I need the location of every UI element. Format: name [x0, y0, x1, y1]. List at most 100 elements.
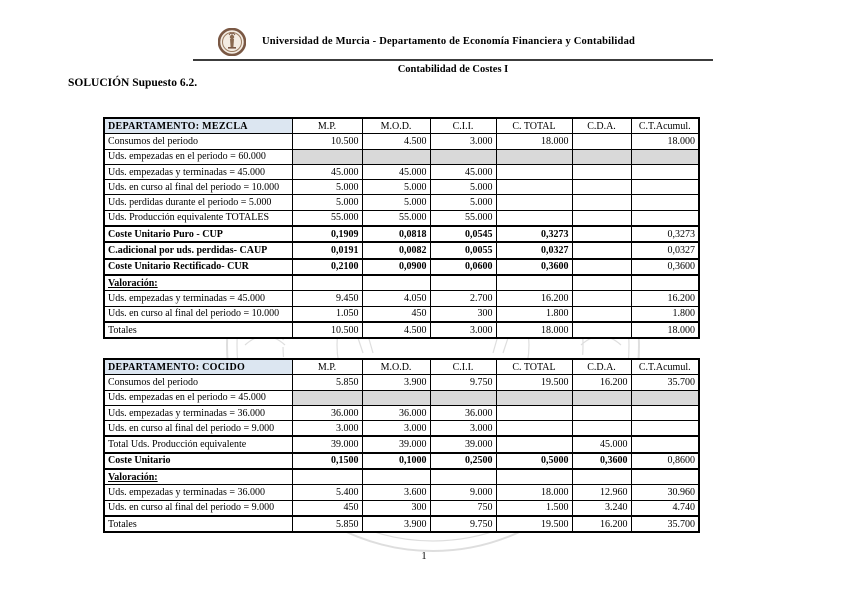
cell-value [571, 257, 632, 276]
cell-value: 0,3600 [571, 451, 632, 470]
cell-value [571, 179, 632, 196]
row-label: Uds. empezadas en el periodo = 60.000 [103, 148, 293, 165]
cell-value: 45.000 [291, 163, 363, 181]
row-label: Valoración: [103, 273, 293, 292]
row-label: Uds. empezadas y terminadas = 36.000 [103, 404, 293, 422]
cost-table-cocido: DEPARTAMENTO: COCIDO M.P. M.O.D. C.I.I. C. T… [103, 358, 700, 534]
table-row: Uds. empezadas y terminadas = 45.000 9.45… [103, 290, 700, 307]
cell-value: 5.850 [291, 514, 363, 533]
row-label: Total Uds. Producción equivalente [103, 435, 293, 454]
cell-value: 16.200 [571, 514, 632, 533]
cell-value: 36.000 [429, 404, 497, 422]
cell-value: 0,8600 [630, 451, 700, 470]
cell-value: 3.000 [291, 420, 363, 437]
table-cocido-container: DEPARTAMENTO: COCIDO M.P. M.O.D. C.I.I. C. T… [103, 358, 700, 534]
table-row: Uds. empezadas en el periodo = 60.000 [103, 148, 700, 165]
cell-value: 0,0082 [361, 241, 431, 260]
cell-value: 18.000 [495, 320, 573, 339]
table-row: Uds. perdidas durante el periodo = 5.000… [103, 194, 700, 211]
cell-value: 36.000 [361, 404, 431, 422]
column-header: M.O.D. [361, 117, 431, 135]
row-label: Consumos del periodo [103, 133, 293, 150]
table-row: Uds. empezadas en el periodo = 45.000 [103, 389, 700, 406]
cell-value: 55.000 [291, 209, 363, 227]
cell-value: 30.960 [630, 484, 700, 501]
cell-value [630, 179, 700, 196]
table-row: Total Uds. Producción equivalente 39.000 3… [103, 435, 700, 454]
column-header: C. TOTAL [495, 117, 573, 135]
cell-value: 55.000 [429, 209, 497, 227]
cell-value: 4.500 [361, 320, 431, 339]
row-label: Uds. en curso al final del periodo = 10.… [103, 305, 293, 323]
university-logo-icon [218, 28, 246, 56]
cell-value [495, 194, 573, 211]
cell-value: 16.200 [571, 374, 632, 391]
row-label: Uds. en curso al final del periodo = 9.0… [103, 420, 293, 437]
cell-value: 0,3600 [495, 257, 573, 276]
page-title: SOLUCIÓN Supuesto 6.2. [68, 77, 198, 89]
cell-value: 3.240 [571, 499, 632, 517]
table-header-row: DEPARTAMENTO: MEZCLA M.P. M.O.D. C.I.I. C. T… [103, 117, 700, 135]
cell-value: 3.000 [429, 320, 497, 339]
table-row: Valoración: [103, 273, 700, 292]
cell-value: 0,2500 [429, 451, 497, 470]
cell-value: 0,0327 [495, 241, 573, 260]
cell-value: 19.500 [495, 514, 573, 533]
cell-value [361, 389, 431, 406]
table-row: Valoración: [103, 468, 700, 486]
cell-value: 35.700 [630, 514, 700, 533]
row-label: C.adicional por uds. perdidas- CAUP [103, 241, 293, 260]
cell-value: 0,2100 [291, 257, 363, 276]
cell-value [571, 290, 632, 307]
cell-value: 5.400 [291, 484, 363, 501]
cell-value: 0,3600 [630, 257, 700, 276]
column-header: C. TOTAL [495, 358, 573, 376]
department-title-cell: DEPARTAMENTO: COCIDO [103, 358, 293, 376]
cell-value: 18.000 [495, 484, 573, 501]
table-row: Totales 5.850 3.900 9.750 19.500 16.200 35.700 [103, 514, 700, 533]
table-row: Uds. en curso al final del periodo = 10.… [103, 305, 700, 323]
cell-value [571, 389, 632, 406]
table-row: Uds. Producción equivalente TOTALES 55.00… [103, 209, 700, 227]
column-header: C.T.Acumul. [630, 358, 700, 376]
cell-value: 3.000 [429, 133, 497, 150]
cell-value: 5.000 [429, 179, 497, 196]
table-row: Consumos del periodo 10.500 4.500 3.000 18.0… [103, 133, 700, 150]
row-label: Uds. empezadas y terminadas = 36.000 [103, 484, 293, 501]
cell-value [571, 133, 632, 150]
row-label: Uds. empezadas en el periodo = 45.000 [103, 389, 293, 406]
cell-value: 39.000 [429, 435, 497, 454]
cell-value [361, 148, 431, 165]
cell-value [495, 273, 573, 292]
row-label: Consumos del periodo [103, 374, 293, 391]
column-header: C.I.I. [429, 117, 497, 135]
cell-value [630, 435, 700, 454]
table-row: Uds. en curso al final del periodo = 9.0… [103, 420, 700, 437]
cell-value: 4.740 [630, 499, 700, 517]
cell-value: 19.500 [495, 374, 573, 391]
cell-value: 750 [429, 499, 497, 517]
cell-value: 0,0600 [429, 257, 497, 276]
header-institution: Universidad de Murcia - Departamento de … [262, 36, 636, 47]
cell-value: 36.000 [291, 404, 363, 422]
cell-value: 5.850 [291, 374, 363, 391]
table-row: Coste Unitario Puro - CUP 0,1909 0,0818 0,0… [103, 225, 700, 243]
table-row: Uds. empezadas y terminadas = 45.000 45.0… [103, 163, 700, 181]
table-row: C.adicional por uds. perdidas- CAUP 0,019… [103, 241, 700, 260]
row-label: Totales [103, 514, 293, 533]
cell-value [571, 163, 632, 181]
cell-value [630, 404, 700, 422]
cell-value: 300 [361, 499, 431, 517]
cell-value [630, 420, 700, 437]
cell-value: 0,1500 [291, 451, 363, 470]
cell-value [571, 420, 632, 437]
cell-value [361, 273, 431, 292]
cell-value [495, 404, 573, 422]
cell-value [495, 420, 573, 437]
cell-value: 18.000 [495, 133, 573, 150]
cell-value [630, 273, 700, 292]
cell-value: 5.000 [361, 194, 431, 211]
cell-value: 10.500 [291, 320, 363, 339]
row-label: Uds. Producción equivalente TOTALES [103, 209, 293, 227]
column-header: C.D.A. [571, 117, 632, 135]
